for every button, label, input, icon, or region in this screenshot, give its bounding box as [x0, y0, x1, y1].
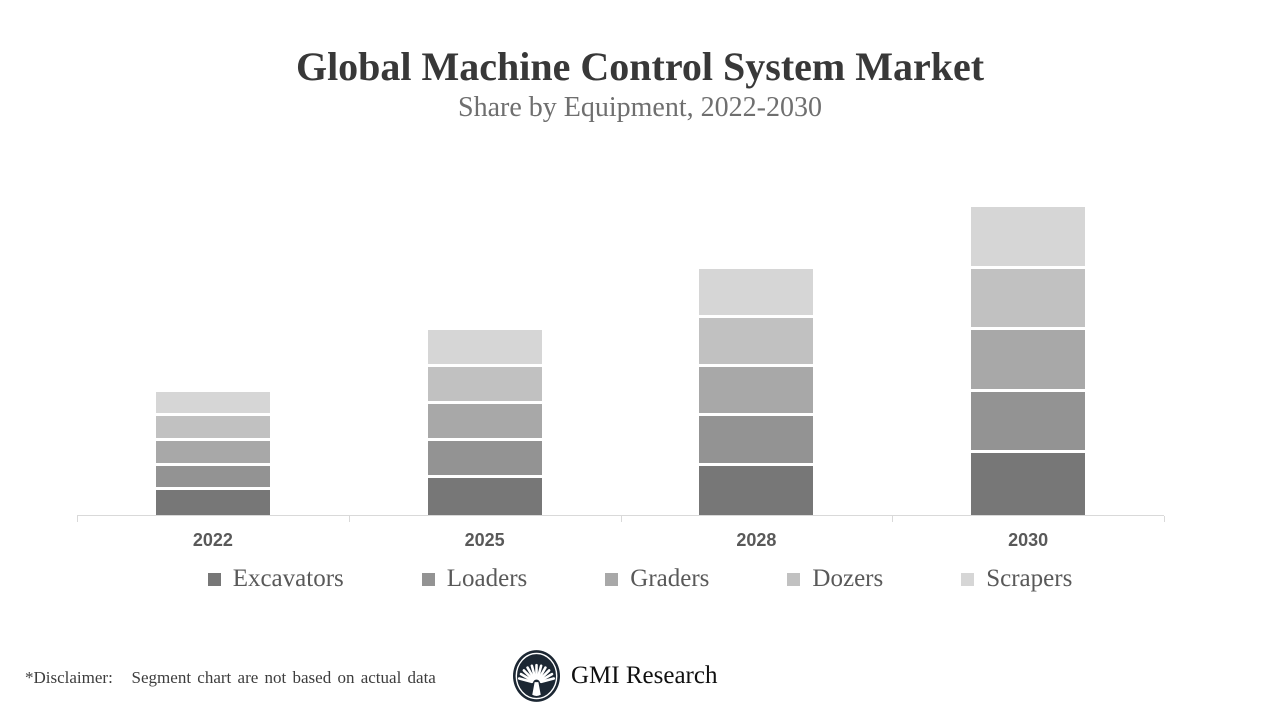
legend-item-dozers: Dozers [787, 564, 883, 594]
x-axis-tick [348, 516, 350, 522]
stacked-bar-2028 [699, 268, 814, 516]
legend-item-graders: Graders [605, 564, 709, 594]
bar-segment-dozers-2028 [699, 317, 814, 368]
bar-segment-graders-2025 [427, 404, 542, 442]
bar-segment-loaders-2025 [427, 441, 542, 478]
legend-label: Scrapers [986, 565, 1073, 592]
x-axis-line [77, 515, 1164, 516]
x-axis-tick [77, 516, 78, 522]
x-axis-label-2028: 2028 [736, 530, 777, 550]
bar-segment-excavators-2030 [971, 453, 1086, 515]
legend-marker-icon [207, 572, 221, 586]
legend-marker-icon [961, 572, 975, 586]
bar-segment-graders-2028 [699, 367, 814, 417]
bar-segment-excavators-2022 [155, 490, 270, 515]
legend-marker-icon [605, 572, 619, 586]
bar-segment-dozers-2022 [155, 416, 270, 442]
legend-item-excavators: Excavators [207, 564, 344, 594]
brand-name: GMI Research [571, 662, 718, 689]
bar-segment-excavators-2028 [699, 465, 814, 515]
stacked-bar-2030 [971, 206, 1086, 515]
legend-label: Excavators [232, 565, 344, 592]
legend-marker-icon [787, 572, 801, 586]
bar-segment-loaders-2022 [155, 465, 270, 491]
legend-marker-icon [421, 572, 435, 586]
chart-subtitle: Share by Equipment, 2022-2030 [458, 92, 822, 123]
disclaimer-text: *Disclaimer: Segment chart are not based… [25, 668, 436, 687]
bar-segment-loaders-2030 [971, 391, 1086, 454]
x-axis-tick [620, 516, 622, 522]
bar-segment-graders-2030 [971, 330, 1086, 392]
bar-segment-loaders-2028 [699, 416, 814, 466]
stacked-bar-2025 [427, 330, 542, 515]
bar-segment-scrapers-2025 [427, 330, 542, 368]
legend-label: Graders [630, 565, 710, 592]
legend-label: Loaders [446, 565, 528, 592]
bar-segment-graders-2022 [155, 441, 270, 466]
bar-segment-scrapers-2022 [155, 391, 270, 417]
legend-label: Dozers [812, 565, 884, 592]
plot-area [77, 206, 1165, 522]
x-axis-label-2025: 2025 [464, 530, 505, 550]
x-axis-label-2022: 2022 [192, 530, 233, 550]
brand-footer: GMI Research [513, 650, 717, 702]
legend-item-scrapers: Scrapers [961, 564, 1072, 594]
x-axis-tick [1164, 516, 1165, 522]
gmi-logo-icon [513, 650, 560, 702]
bar-segment-dozers-2030 [971, 268, 1086, 331]
x-axis-label-2030: 2030 [1008, 530, 1049, 550]
x-axis-tick [892, 516, 894, 522]
bar-segment-scrapers-2028 [699, 268, 814, 318]
bar-segment-excavators-2025 [427, 478, 542, 515]
bar-segment-scrapers-2030 [971, 206, 1086, 269]
stacked-bar-2022 [155, 391, 270, 515]
legend-item-loaders: Loaders [421, 564, 528, 594]
chart-title: Global Machine Control System Market [295, 44, 985, 89]
chart-legend: Excavators Loaders Graders Dozers Scrapers [0, 564, 1280, 594]
bar-segment-dozers-2025 [427, 367, 542, 405]
